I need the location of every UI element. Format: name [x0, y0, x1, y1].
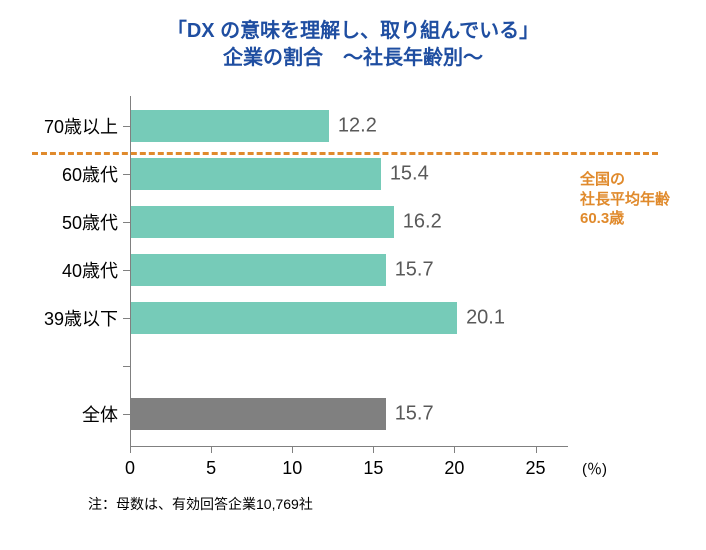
x-tick	[454, 446, 455, 453]
reference-annotation: 全国の社長平均年齢60.3歳	[580, 170, 670, 229]
bar-value-label: 15.7	[395, 403, 434, 426]
x-tick-label: 25	[526, 458, 546, 479]
category-label: 39歳以下	[44, 305, 118, 331]
x-tick	[130, 446, 131, 453]
x-tick	[536, 446, 537, 453]
bar	[131, 110, 329, 142]
y-tick	[123, 270, 130, 271]
category-label: 50歳代	[62, 209, 118, 235]
dx-age-bar-chart: 「DX の意味を理解し、取り組んでいる」企業の割合 ～社長年齢別～ 0 5 10 15 2…	[0, 0, 706, 550]
category-label: 全体	[82, 401, 118, 427]
category-label: 40歳代	[62, 257, 118, 283]
x-tick-label: 10	[282, 458, 302, 479]
chart-title-line2: 企業の割合 ～社長年齢別～	[0, 45, 706, 72]
reference-annotation-line: 60.3歳	[580, 209, 670, 229]
bar-value-label: 12.2	[338, 115, 377, 138]
x-tick-label: 0	[125, 458, 135, 479]
x-axis-unit: (％)	[582, 458, 607, 479]
bar	[131, 254, 386, 286]
y-tick	[123, 318, 130, 319]
y-tick	[123, 174, 130, 175]
chart-title-line1: 「DX の意味を理解し、取り組んでいる」	[0, 18, 706, 45]
chart-title: 「DX の意味を理解し、取り組んでいる」企業の割合 ～社長年齢別～	[0, 18, 706, 72]
bar	[131, 158, 381, 190]
reference-line	[32, 152, 658, 155]
x-tick	[211, 446, 212, 453]
bar-value-label: 15.4	[390, 163, 429, 186]
bar-value-label: 15.7	[395, 259, 434, 282]
bar-value-label: 20.1	[466, 307, 505, 330]
x-tick	[373, 446, 374, 453]
bar-value-label: 16.2	[403, 211, 442, 234]
bar	[131, 302, 457, 334]
x-tick	[292, 446, 293, 453]
x-axis	[130, 446, 568, 447]
x-tick-label: 15	[363, 458, 383, 479]
footnote: 注：母数は、有効回答企業10,769社	[88, 494, 313, 514]
x-tick-label: 5	[206, 458, 216, 479]
x-tick-label: 20	[444, 458, 464, 479]
reference-annotation-line: 全国の	[580, 170, 670, 190]
y-tick	[123, 414, 130, 415]
category-label: 60歳代	[62, 161, 118, 187]
y-tick	[123, 126, 130, 127]
y-tick	[123, 222, 130, 223]
y-tick	[123, 366, 130, 367]
bar	[131, 206, 394, 238]
bar	[131, 398, 386, 430]
category-label: 70歳以上	[44, 113, 118, 139]
reference-annotation-line: 社長平均年齢	[580, 190, 670, 210]
